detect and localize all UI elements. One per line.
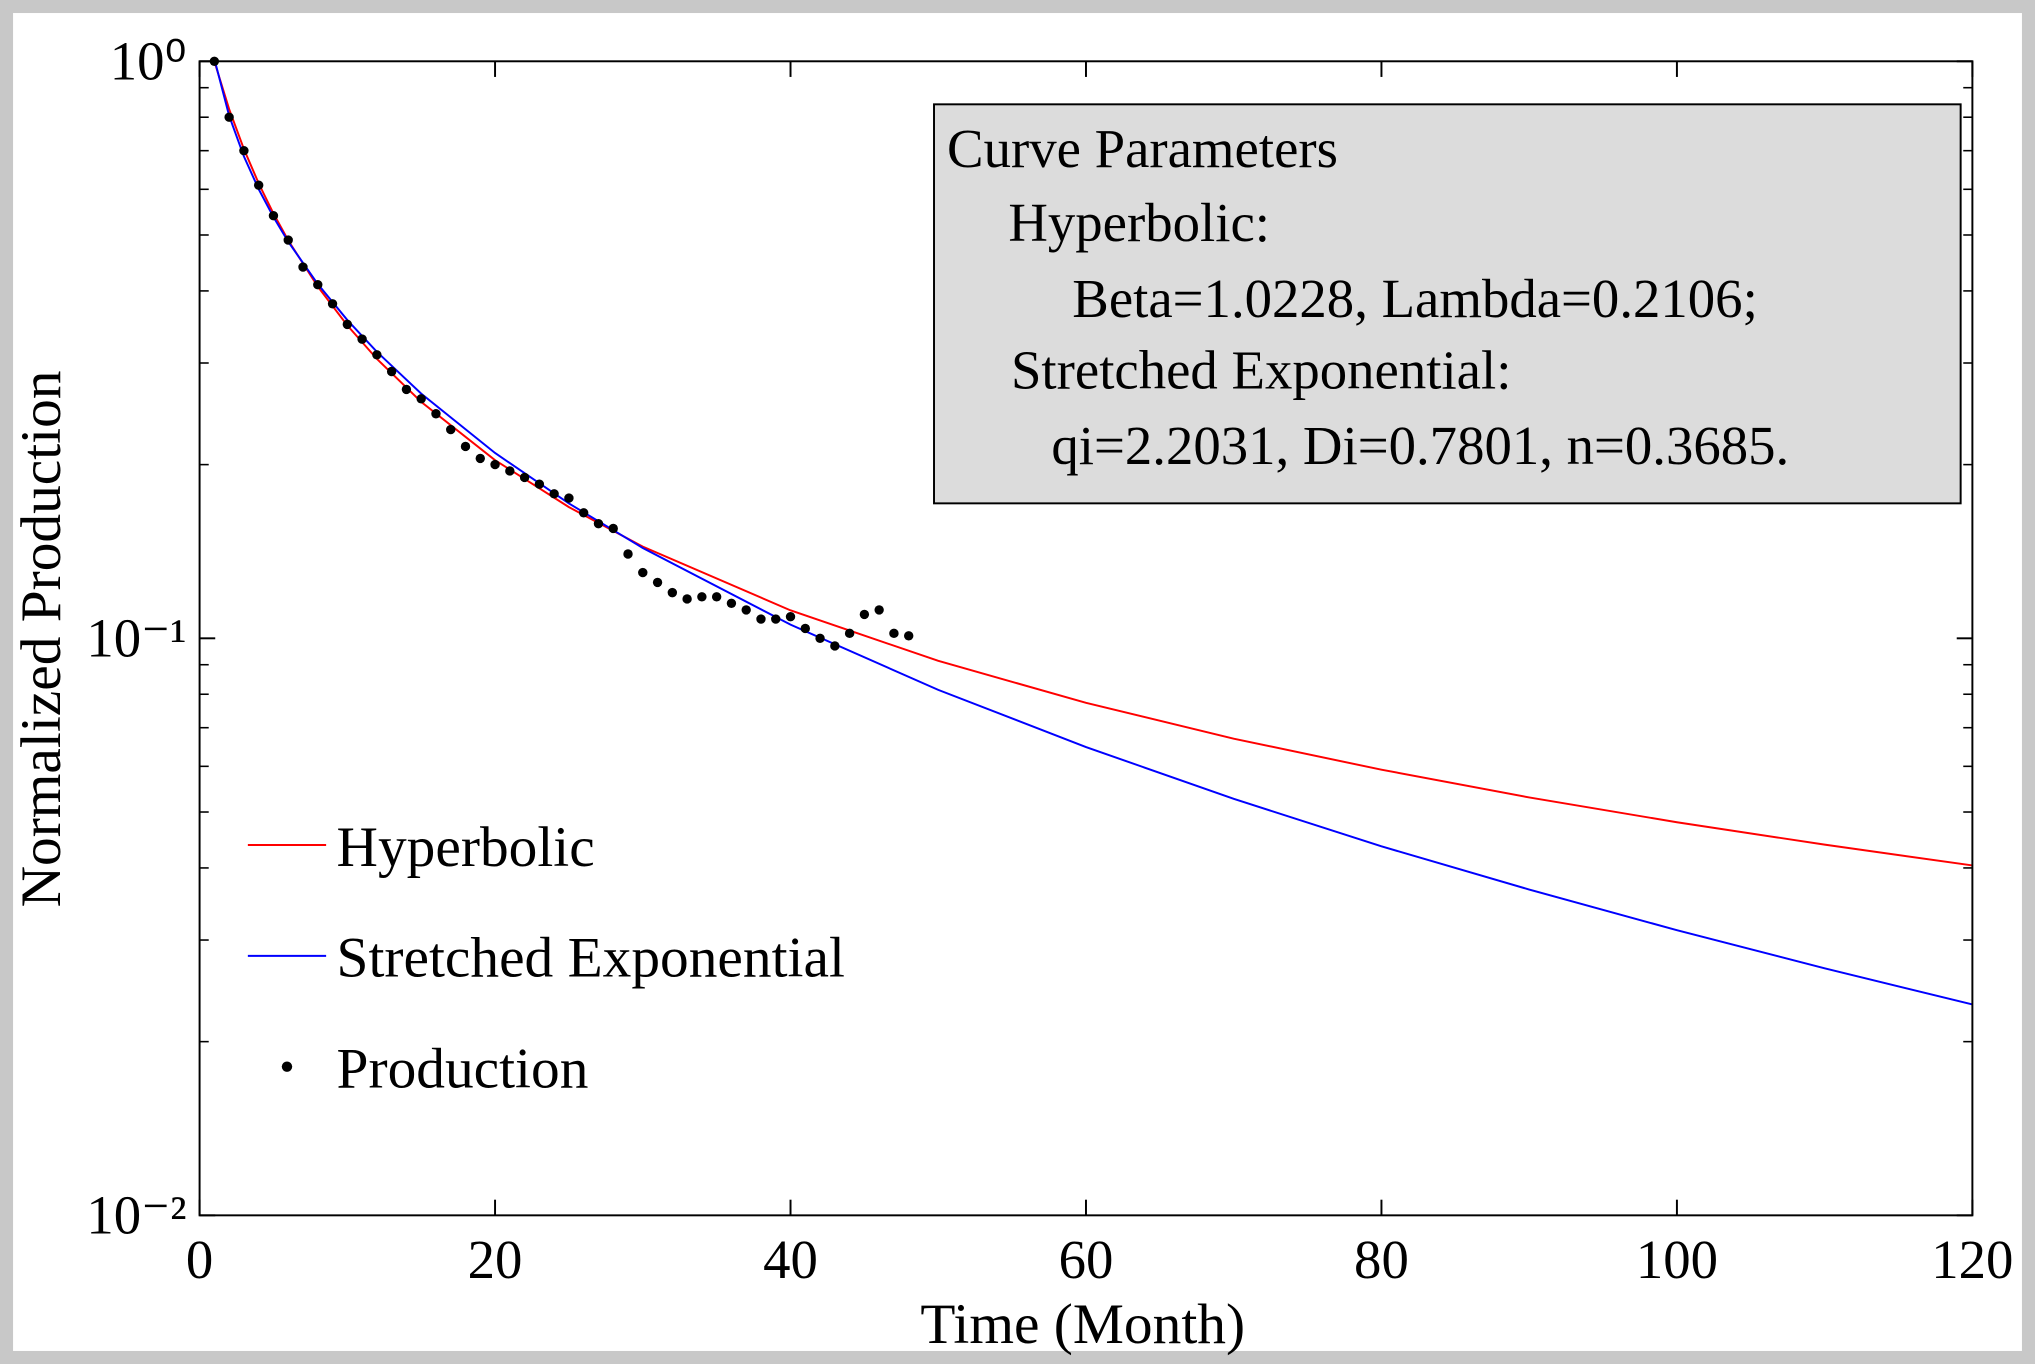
x-axis-label: Time (Month) bbox=[920, 1293, 1245, 1356]
annotation-box bbox=[933, 103, 1962, 505]
marker bbox=[593, 518, 604, 529]
x-tick-label: 40 bbox=[763, 1229, 818, 1290]
marker bbox=[475, 453, 485, 464]
marker bbox=[446, 424, 456, 435]
marker bbox=[771, 614, 781, 624]
marker bbox=[490, 459, 500, 470]
marker bbox=[904, 631, 914, 641]
legend-label: Production bbox=[337, 1038, 589, 1101]
marker bbox=[416, 394, 426, 404]
x-tick-label: 20 bbox=[468, 1229, 523, 1290]
marker bbox=[342, 319, 353, 330]
marker bbox=[638, 567, 648, 578]
x-tick-label: 0 bbox=[186, 1229, 213, 1290]
legend-label: Stretched Exponential bbox=[337, 927, 845, 990]
marker bbox=[741, 605, 751, 615]
annotation-text: Beta=1.0228, Lambda=0.2106; bbox=[1072, 268, 1757, 329]
marker bbox=[711, 592, 722, 602]
marker bbox=[519, 472, 530, 483]
annotation-text: Hyperbolic: bbox=[1008, 192, 1270, 253]
marker bbox=[859, 609, 870, 620]
annotation-text: Curve Parameters bbox=[947, 118, 1338, 179]
marker bbox=[623, 549, 633, 559]
marker bbox=[697, 592, 707, 602]
marker bbox=[386, 366, 397, 377]
x-tick-label: 80 bbox=[1354, 1229, 1409, 1290]
x-tick-label: 100 bbox=[1636, 1229, 1718, 1290]
marker bbox=[313, 280, 323, 290]
plot-frame bbox=[198, 60, 1974, 1217]
marker bbox=[564, 493, 574, 503]
y-axis-label: Normalized Production bbox=[10, 371, 73, 908]
y-tick-label: 10⁰ bbox=[110, 31, 187, 92]
y-tick-label: 10⁻² bbox=[86, 1185, 186, 1246]
marker bbox=[874, 605, 884, 615]
marker bbox=[652, 577, 663, 588]
marker bbox=[726, 598, 737, 608]
curve bbox=[213, 58, 1973, 1006]
marker bbox=[578, 508, 589, 518]
marker bbox=[268, 211, 279, 221]
marker bbox=[534, 479, 545, 489]
marker bbox=[327, 299, 338, 309]
marker bbox=[401, 384, 412, 395]
marker bbox=[830, 641, 840, 651]
marker bbox=[844, 628, 855, 639]
marker bbox=[505, 466, 515, 476]
marker bbox=[460, 441, 471, 452]
marker bbox=[372, 350, 382, 360]
marker bbox=[756, 614, 766, 624]
legend-marker bbox=[281, 1061, 293, 1072]
marker bbox=[889, 628, 899, 639]
marker bbox=[682, 594, 692, 604]
curve bbox=[213, 60, 1973, 867]
marker bbox=[815, 633, 825, 644]
y-tick-label: 10⁻¹ bbox=[86, 608, 186, 669]
marker bbox=[298, 262, 308, 272]
marker bbox=[608, 523, 618, 534]
marker bbox=[239, 145, 249, 156]
marker bbox=[253, 180, 264, 190]
marker bbox=[800, 623, 810, 634]
legend-label: Hyperbolic bbox=[337, 816, 595, 879]
marker bbox=[549, 489, 559, 499]
marker bbox=[224, 112, 234, 122]
marker bbox=[785, 612, 796, 622]
annotation-text: qi=2.2031, Di=0.7801, n=0.3685. bbox=[1051, 415, 1789, 476]
x-tick-label: 120 bbox=[1931, 1229, 2013, 1290]
annotation-text: Stretched Exponential: bbox=[1011, 340, 1511, 401]
marker bbox=[431, 409, 441, 419]
marker bbox=[667, 587, 678, 598]
x-tick-label: 60 bbox=[1059, 1229, 1114, 1290]
marker bbox=[357, 334, 367, 344]
marker bbox=[283, 235, 293, 245]
